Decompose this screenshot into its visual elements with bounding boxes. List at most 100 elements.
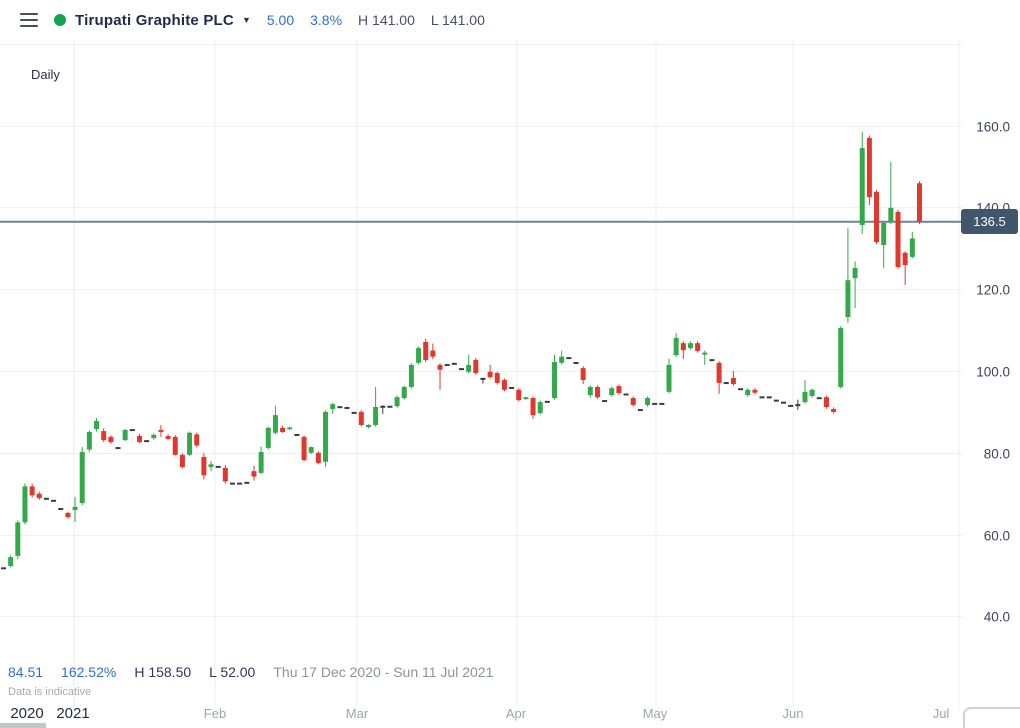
candle-body	[294, 433, 300, 436]
candle-body	[65, 512, 71, 518]
range-low: L 52.00	[209, 664, 256, 680]
candle-body	[136, 436, 142, 443]
candle-body	[723, 382, 729, 385]
candle-body	[337, 406, 343, 409]
scrollbar-right-handle[interactable]	[963, 707, 1020, 728]
candle-body	[716, 362, 722, 383]
candle-body	[22, 486, 28, 523]
y-axis-tick-label: 40.0	[984, 610, 1010, 625]
candle-body	[788, 404, 794, 407]
range-high: H 158.50	[134, 664, 192, 680]
menu-icon[interactable]	[20, 13, 38, 27]
candle-body	[516, 389, 522, 401]
candle-body	[172, 436, 178, 455]
candle-body	[630, 397, 636, 405]
menu-bar	[20, 19, 38, 21]
candle-body	[859, 148, 865, 225]
candle-body	[902, 252, 908, 266]
candle-body	[730, 377, 736, 385]
candle-body	[323, 411, 329, 462]
candle-body	[916, 183, 922, 222]
candle-body	[122, 429, 128, 441]
candle-body	[222, 467, 228, 482]
session-high: H 141.00	[358, 12, 415, 28]
candle-body	[380, 405, 386, 408]
candle-body	[358, 411, 364, 425]
candle-body	[1, 567, 6, 570]
candle-body	[79, 451, 85, 504]
candle-body	[687, 343, 693, 349]
candle-body	[101, 431, 107, 441]
candle-body	[265, 427, 271, 448]
candle-body	[895, 211, 901, 268]
candle-body	[15, 522, 21, 556]
change-value: 5.00	[266, 12, 295, 28]
candle-body	[530, 397, 536, 416]
candle-body	[423, 341, 429, 360]
candle-body	[51, 499, 57, 502]
candle-body	[237, 482, 243, 485]
candle-body	[573, 362, 579, 365]
candle-body	[680, 343, 686, 351]
candle-body	[315, 452, 321, 464]
candle-body	[795, 404, 801, 407]
candle-body	[852, 267, 858, 279]
candle-body	[659, 402, 665, 405]
candle-body	[487, 371, 493, 378]
candle-body	[909, 238, 915, 257]
y-axis-tick-label: 60.0	[984, 529, 1010, 544]
interval-label[interactable]: Daily	[31, 67, 60, 82]
candle-body	[330, 404, 336, 410]
candle-body	[115, 447, 121, 450]
x-axis-month-label: Feb	[203, 706, 227, 721]
candle-body	[637, 409, 643, 412]
candle-body	[594, 386, 600, 398]
range-statistics: 84.51 162.52% H 158.50 L 52.00 Thu 17 De…	[8, 664, 493, 680]
candle-body	[759, 396, 765, 399]
candle-body	[194, 434, 200, 446]
chevron-down-icon[interactable]: ▼	[241, 15, 251, 25]
candle-body	[552, 362, 558, 398]
candle-body	[244, 481, 250, 484]
candle-body	[344, 406, 350, 409]
x-axis-year-label: 2021	[56, 705, 90, 722]
candle-body	[108, 436, 114, 443]
scrollbar-left-thumb[interactable]	[0, 723, 46, 728]
candle-body	[308, 447, 314, 453]
candle-body	[458, 368, 464, 371]
candle-body	[501, 379, 507, 390]
y-axis-tick-label: 80.0	[984, 447, 1010, 462]
candle-body	[151, 434, 157, 439]
candle-body	[473, 359, 479, 374]
candle-body	[544, 400, 550, 403]
candle-body	[809, 389, 815, 396]
candle-body	[158, 429, 164, 432]
candle-body	[537, 402, 543, 414]
candle-body	[29, 486, 35, 496]
candle-body	[365, 424, 371, 428]
candle-body	[523, 397, 529, 399]
candle-body	[86, 431, 92, 450]
candle-body	[43, 497, 49, 500]
candle-body	[408, 364, 414, 387]
candle-body	[816, 397, 822, 400]
candle-body	[838, 328, 844, 387]
candle-body	[666, 364, 672, 392]
candle-body	[444, 364, 450, 367]
candle-body	[229, 482, 235, 485]
candle-body	[881, 222, 887, 246]
candle-body	[652, 402, 658, 405]
candle-body	[695, 343, 701, 351]
candle-body	[616, 386, 622, 394]
current-price-badge: 136.5	[961, 209, 1018, 235]
candle-body	[8, 557, 14, 567]
candle-body	[609, 388, 615, 396]
change-percent: 3.8%	[310, 12, 343, 28]
candle-body	[602, 400, 608, 403]
candle-body	[845, 280, 851, 318]
candle-body	[494, 373, 500, 383]
instrument-title[interactable]: Tirupati Graphite PLC	[75, 11, 234, 29]
candle-body	[437, 364, 443, 370]
